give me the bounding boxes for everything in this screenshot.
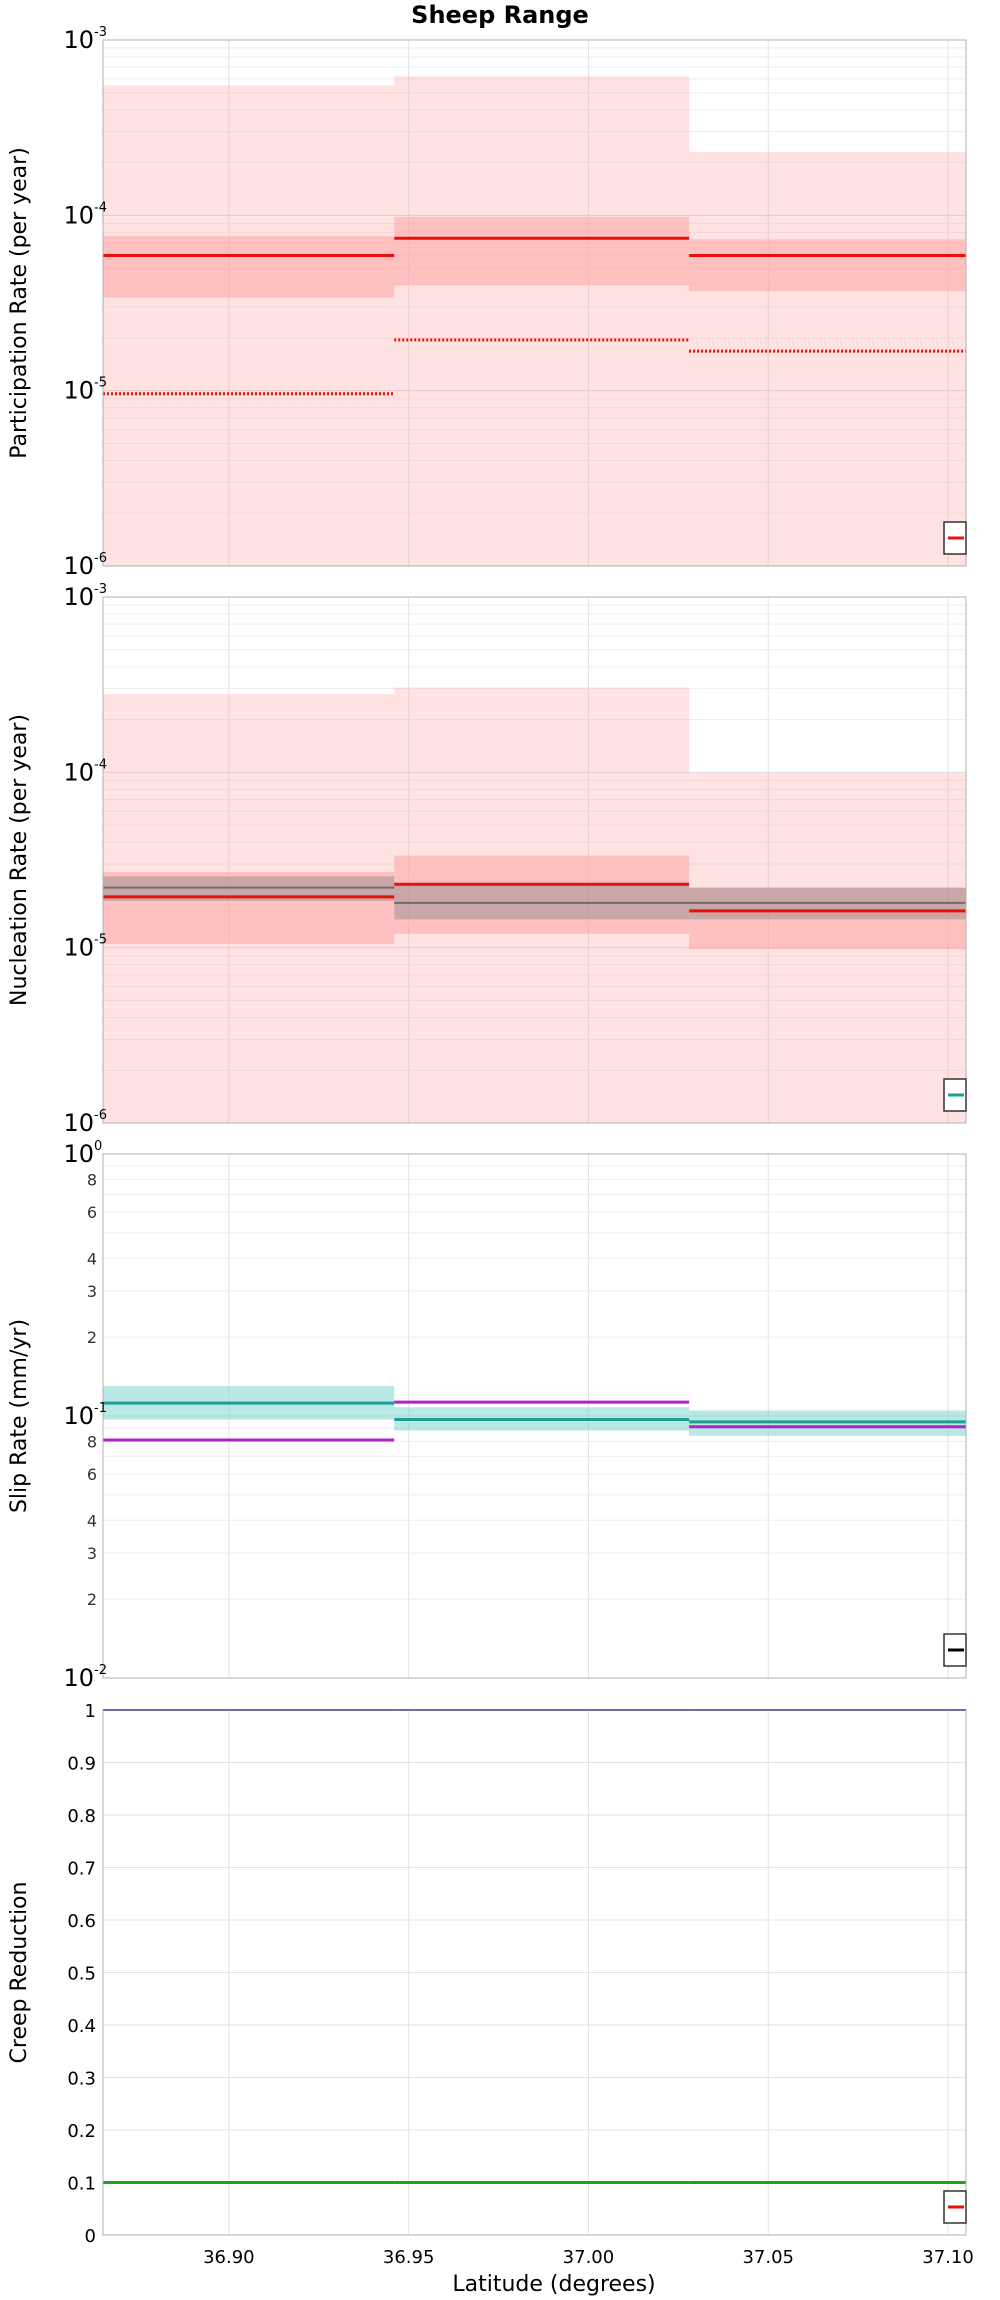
y-tick-label: 0.6 xyxy=(67,1911,96,1932)
y-tick-exponent: -2 xyxy=(94,1663,107,1678)
plot-frame xyxy=(102,596,967,1124)
y-minor-tick-label: 3 xyxy=(87,1544,97,1563)
legend xyxy=(943,1078,967,1112)
x-tick-label: 36.90 xyxy=(203,2247,255,2268)
y-tick-exponent: -6 xyxy=(94,1108,107,1123)
y-tick-label: 10 xyxy=(63,934,94,962)
band-segment xyxy=(394,855,690,934)
legend xyxy=(943,2190,967,2224)
y-axis-label: Creep Reduction xyxy=(7,1882,32,2064)
legend xyxy=(943,1633,967,1667)
y-axis-label: Slip Rate (mm/yr) xyxy=(7,1319,32,1513)
y-minor-tick-label: 3 xyxy=(87,1282,97,1301)
y-tick-exponent: -1 xyxy=(94,1401,107,1416)
y-axis-label: Nucleation Rate (per year) xyxy=(7,714,32,1006)
y-tick-label: 10 xyxy=(63,758,94,786)
y-tick-labels: 0 0.1 0.2 0.3 0.4 0.5 0.6 0.7 0.8 0.9 1 xyxy=(67,1701,96,2247)
y-tick-label: 0.7 xyxy=(67,1859,96,1880)
y-tick-label: 10 xyxy=(63,377,94,405)
y-minor-tick-label: 2 xyxy=(87,1328,97,1347)
y-tick-exponent: -3 xyxy=(94,582,107,597)
band-segment xyxy=(689,239,966,292)
grid xyxy=(103,597,966,1124)
y-tick-label: 0.1 xyxy=(67,2174,96,2195)
band-segment xyxy=(689,151,966,566)
y-tick-label: 0.3 xyxy=(67,2069,96,2090)
y-tick-label: 0.2 xyxy=(67,2121,96,2142)
band-0 xyxy=(103,76,966,566)
series-0 xyxy=(103,886,966,904)
band-segment xyxy=(394,884,690,920)
y-tick-label: 1 xyxy=(85,1701,96,1722)
plot-area xyxy=(103,40,966,566)
y-minor-tick-label: 8 xyxy=(87,1170,97,1189)
plot-frame xyxy=(102,1153,967,1679)
series-1 xyxy=(103,338,966,396)
y-tick-exponent: -5 xyxy=(94,376,107,391)
band-segment xyxy=(103,872,395,944)
y-tick-labels: 10-610-510-410-3 xyxy=(63,582,107,1137)
y-tick-exponent: -5 xyxy=(94,933,107,948)
y-tick-exponent: -3 xyxy=(94,25,107,40)
band-segment xyxy=(103,85,395,566)
series-1 xyxy=(103,1400,966,1442)
x-tick-label: 36.95 xyxy=(383,2247,435,2268)
y-tick-exponent: -4 xyxy=(94,200,107,215)
y-tick-label: 10 xyxy=(63,1140,94,1168)
y-tick-label: 0.8 xyxy=(67,1806,96,1827)
y-tick-exponent: 0 xyxy=(94,1139,102,1154)
y-tick-labels: 10-610-510-410-3 xyxy=(63,25,107,580)
y-tick-label: 10 xyxy=(63,1664,94,1692)
y-tick-label: 10 xyxy=(63,552,94,580)
x-tick-label: 37.00 xyxy=(563,2247,615,2268)
y-minor-tick-label: 6 xyxy=(87,1465,97,1484)
x-tick-label: 37.10 xyxy=(922,2247,974,2268)
plot-frame xyxy=(102,39,967,567)
y-tick-exponent: -4 xyxy=(94,757,107,772)
x-tick-labels: 36.90 36.95 37.00 37.05 37.10 xyxy=(203,2247,974,2268)
figure-title: Sheep Range xyxy=(411,1,589,29)
x-tick-label: 37.05 xyxy=(742,2247,794,2268)
band-segment xyxy=(394,216,690,286)
plot-frame xyxy=(102,1709,967,2236)
y-minor-tick-label: 8 xyxy=(87,1432,97,1451)
y-tick-label: 10 xyxy=(63,1109,94,1137)
band-1 xyxy=(103,855,966,950)
series-1 xyxy=(103,882,966,913)
legend xyxy=(943,521,967,555)
y-tick-label: 10 xyxy=(63,1402,94,1430)
y-tick-label: 0.9 xyxy=(67,1754,96,1775)
y-minor-tick-label: 6 xyxy=(87,1203,97,1222)
y-tick-label: 0 xyxy=(85,2226,96,2247)
series-0 xyxy=(103,236,966,258)
band-segment xyxy=(103,236,395,298)
y-axis-label: Participation Rate (per year) xyxy=(7,147,32,459)
x-axis-label: Latitude (degrees) xyxy=(452,2272,655,2297)
y-minor-tick-label: 4 xyxy=(87,1249,97,1268)
band-segment xyxy=(689,887,966,950)
y-tick-label: 10 xyxy=(63,583,94,611)
series-0 xyxy=(103,1401,966,1424)
y-tick-label: 10 xyxy=(63,201,94,229)
y-minor-tick-label: 2 xyxy=(87,1590,97,1609)
panel-creep: 0 0.1 0.2 0.3 0.4 0.5 0.6 0.7 0.8 0.9 1 Creep Reduc… xyxy=(7,1701,974,2268)
y-tick-exponent: -6 xyxy=(94,551,107,566)
band-segment xyxy=(394,76,690,566)
y-tick-label: 0.5 xyxy=(67,1964,96,1985)
y-tick-label: 10 xyxy=(63,26,94,54)
band-1 xyxy=(103,216,966,298)
y-minor-tick-label: 4 xyxy=(87,1511,97,1530)
y-tick-label: 0.4 xyxy=(67,2016,96,2037)
